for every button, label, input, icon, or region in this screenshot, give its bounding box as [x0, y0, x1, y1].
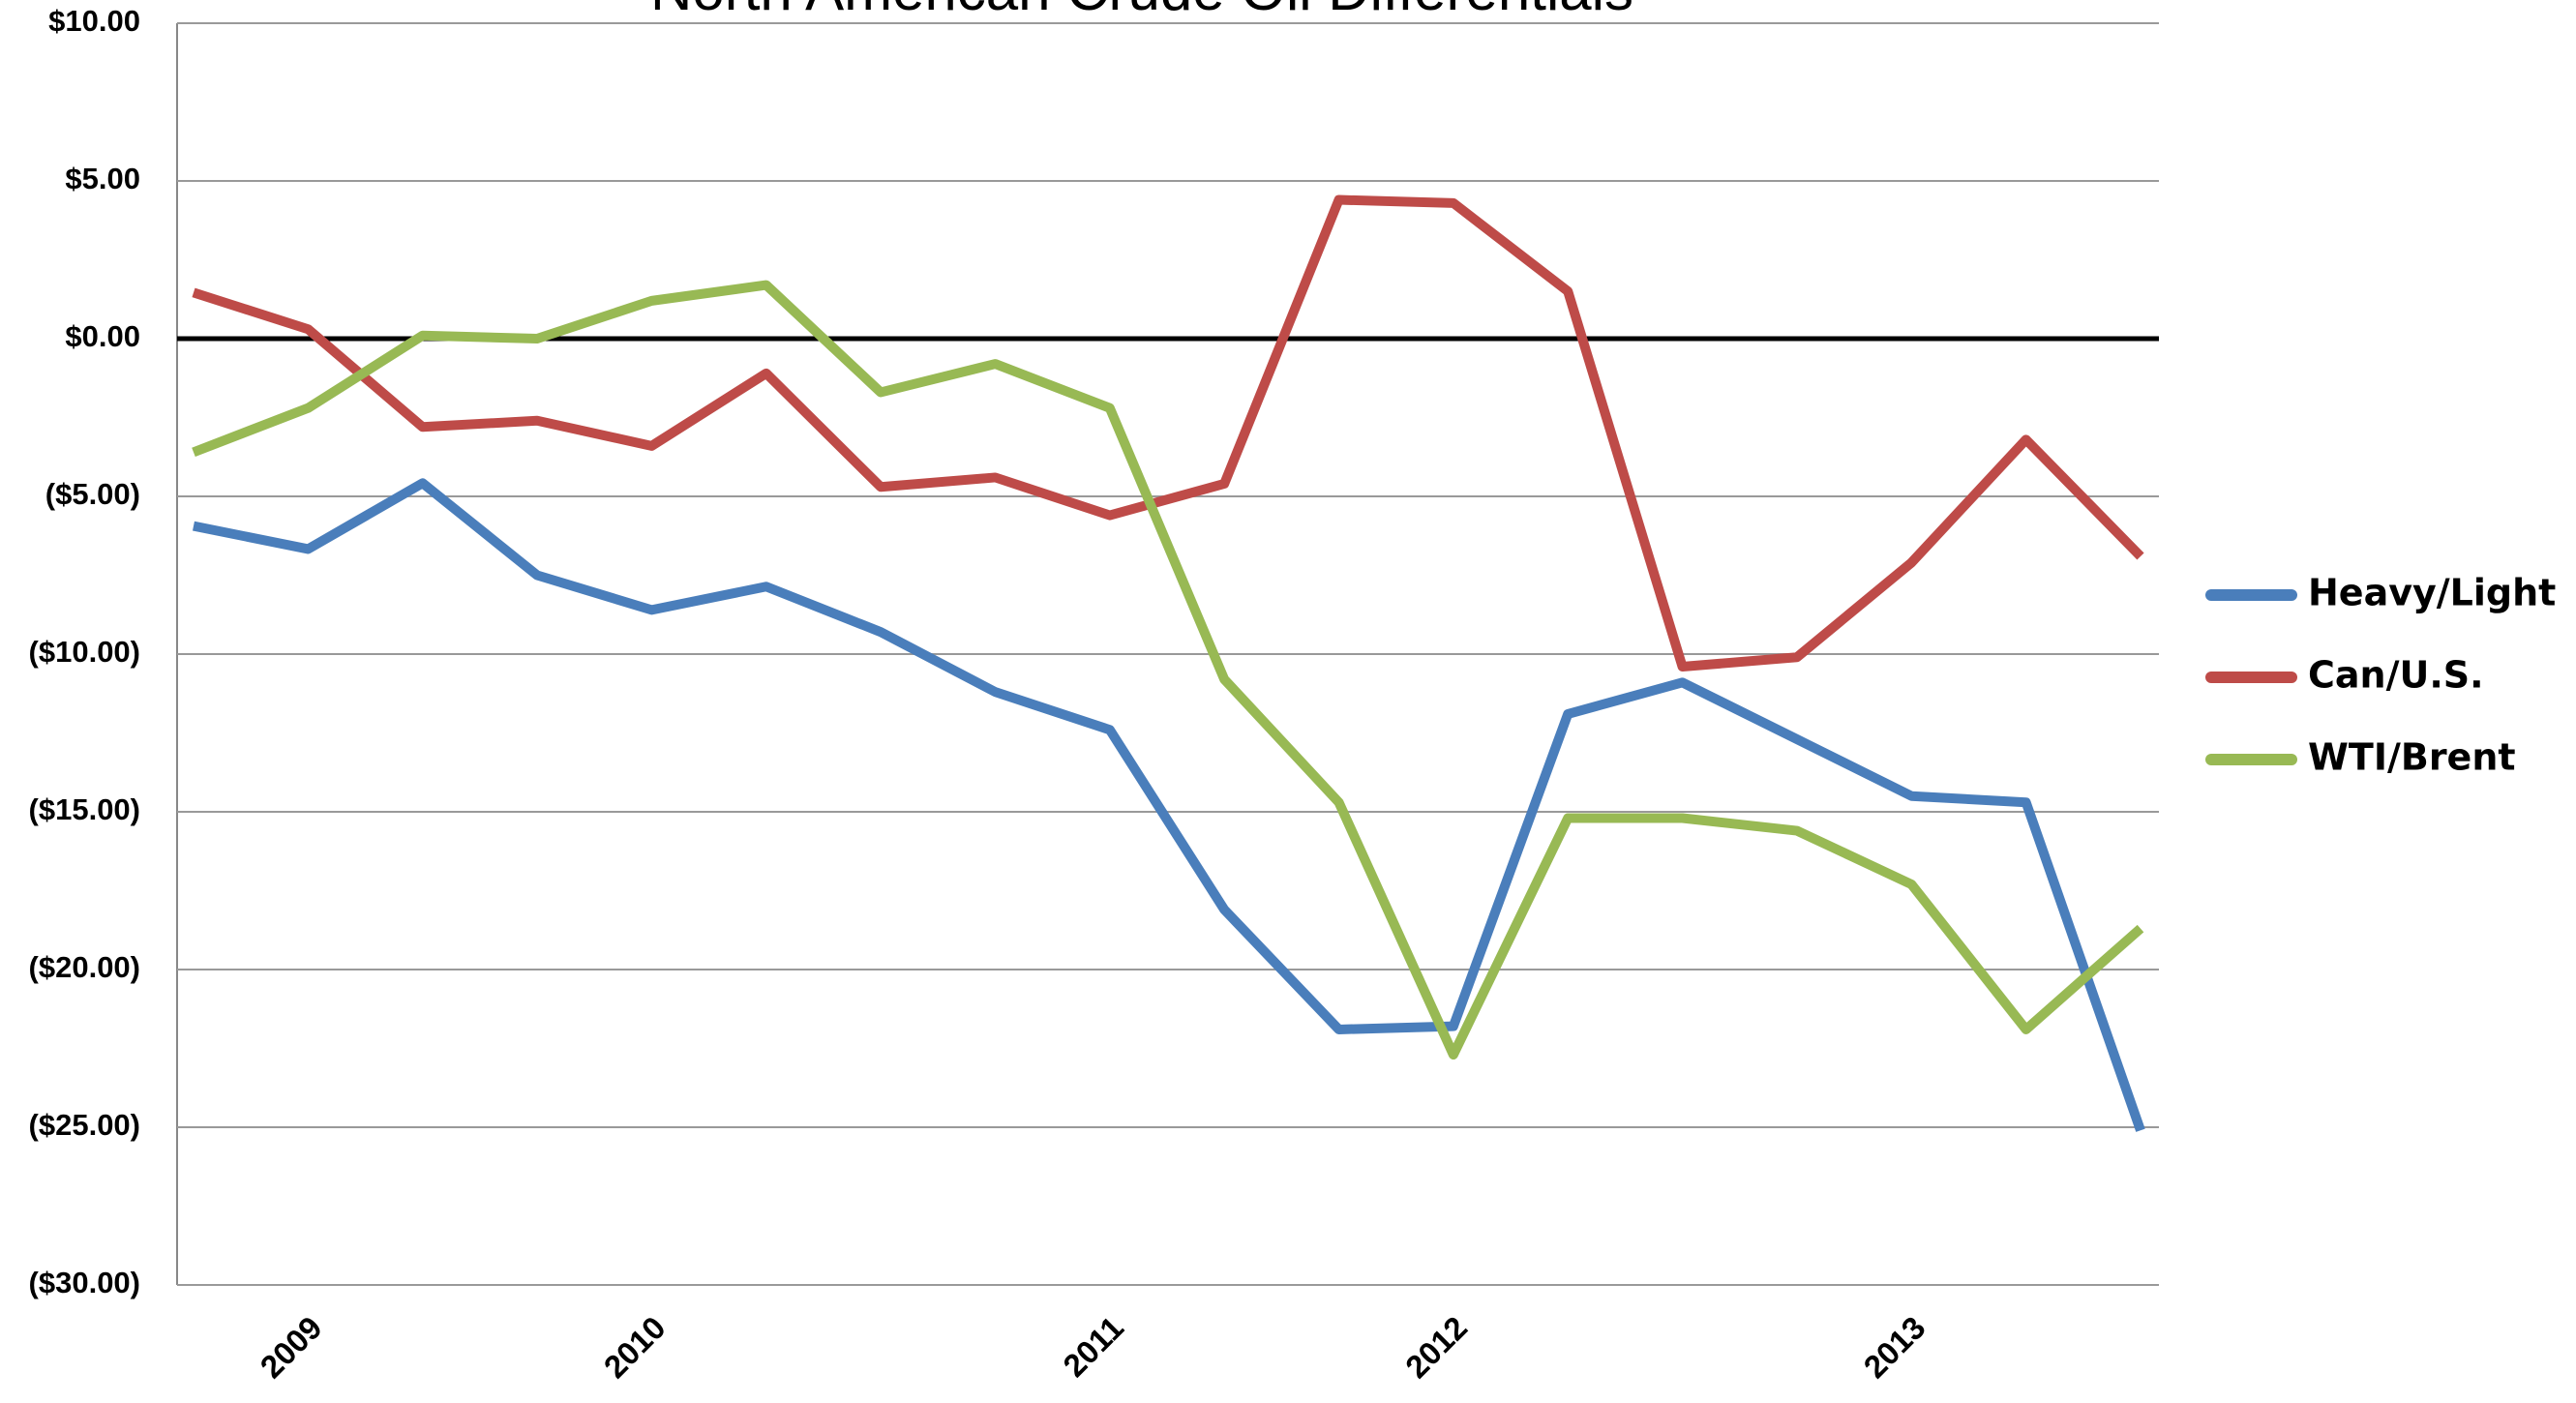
- chart-title: North American Crude Oil Differentials: [650, 0, 1633, 22]
- x-tick-label: 2010: [597, 1309, 673, 1385]
- legend-label: Can/U.S.: [2308, 654, 2484, 697]
- series-line: [192, 280, 2144, 1060]
- x-tick-label: 2009: [254, 1309, 329, 1385]
- y-tick-label: ($25.00): [29, 1108, 140, 1142]
- legend-label: Heavy/Light: [2308, 572, 2556, 614]
- y-tick-label: $0.00: [65, 319, 140, 353]
- y-tick-label: ($30.00): [29, 1266, 140, 1299]
- x-tick-label: 2012: [1398, 1309, 1474, 1385]
- y-tick-label: ($10.00): [29, 635, 140, 669]
- x-tick-label: 2011: [1056, 1309, 1130, 1384]
- legend-label: WTI/Brent: [2308, 736, 2516, 779]
- y-tick-label: $5.00: [65, 162, 140, 195]
- x-tick-label: 2013: [1856, 1309, 1932, 1385]
- y-tick-label: ($5.00): [45, 477, 140, 511]
- series-line: [193, 478, 2145, 1132]
- y-tick-label: $10.00: [48, 4, 140, 38]
- series-line: [192, 194, 2144, 672]
- y-tick-label: ($20.00): [29, 950, 140, 984]
- y-tick-label: ($15.00): [29, 792, 140, 826]
